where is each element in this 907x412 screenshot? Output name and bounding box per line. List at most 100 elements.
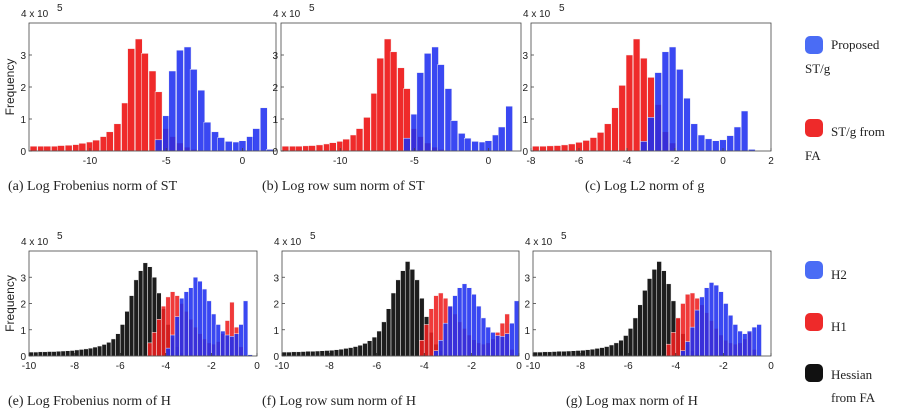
histogram-bar (480, 317, 487, 357)
x-tick-label: -2 (207, 361, 216, 372)
histogram-bar (680, 303, 686, 357)
histogram-bar (43, 145, 52, 152)
histogram-series (165, 277, 253, 357)
histogram-bar (281, 351, 287, 357)
histogram-bar (141, 53, 149, 152)
histogram-bar (733, 126, 742, 152)
x-tick-label: 0 (768, 361, 774, 372)
histogram-bar (29, 145, 38, 152)
histogram-bar (452, 295, 458, 357)
histogram-bar (42, 351, 48, 357)
histogram-bar (106, 342, 112, 357)
x-tick-label: -8 (70, 361, 79, 372)
histogram-bar (542, 351, 548, 357)
y-tick-label: 2 (273, 300, 279, 311)
histogram-bar (233, 333, 240, 357)
y-tick-label: 3 (273, 273, 279, 284)
histogram-series (154, 46, 274, 152)
histogram-bar (599, 347, 605, 357)
histogram-bar (119, 324, 126, 357)
x-tick-label: 2 (768, 156, 774, 167)
histogram-bar (471, 294, 477, 357)
histogram-bar (88, 347, 94, 357)
histogram-bar (395, 279, 401, 357)
histogram-bar (357, 344, 363, 357)
histogram-bar (495, 335, 501, 357)
histogram-bar (305, 351, 311, 357)
histogram-bar (589, 348, 596, 357)
histogram-bar (390, 292, 397, 357)
histogram-bar (704, 138, 713, 152)
histogram-bar (556, 351, 562, 357)
histogram-bar (537, 351, 543, 357)
histogram-bar (183, 291, 189, 357)
histogram-bar (138, 270, 144, 357)
histogram-bar (647, 117, 655, 152)
legend: H2 H1 Hessian from FA (805, 261, 876, 405)
histogram-bar (627, 328, 634, 357)
histogram-bar (708, 282, 715, 357)
legend-swatch (805, 36, 823, 54)
y-tick-label: 0 (272, 147, 278, 158)
histogram-bar (176, 49, 184, 152)
y-tick-label: 2 (272, 83, 278, 94)
y-tick-label: 1 (20, 115, 26, 126)
x-tick-label: -10 (333, 156, 348, 167)
histogram-bar (575, 350, 581, 357)
histogram-bar (363, 117, 371, 152)
x-tick-label: 0 (486, 156, 492, 167)
histogram-bar (751, 326, 757, 357)
histogram-bar (504, 333, 510, 357)
histogram-bar (447, 305, 453, 357)
y-exponent-label: 4 x 10 (523, 9, 551, 20)
histogram-bar (547, 351, 553, 357)
histogram-bar (689, 326, 696, 357)
histogram-bar (594, 348, 600, 357)
y-exponent-label: 4 x 10 (21, 237, 49, 248)
x-tick-label: -5 (162, 156, 171, 167)
histogram-bar (437, 64, 445, 152)
x-tick-label: -6 (116, 361, 125, 372)
histogram-bar (65, 350, 71, 357)
histogram-bar (490, 332, 496, 357)
y-axis-label: Frequency (3, 59, 17, 116)
legend-swatch (805, 364, 823, 382)
histogram-bar (389, 51, 398, 152)
histogram-bar (414, 279, 420, 357)
histogram-bar (632, 38, 641, 152)
histogram-bar (656, 261, 662, 357)
histogram-bar (568, 143, 576, 152)
histogram-bar (428, 308, 434, 357)
histogram-bar (596, 132, 605, 152)
x-tick-label: -8 (576, 361, 585, 372)
y-tick-label: 3 (524, 273, 530, 284)
histogram-bar (697, 134, 706, 152)
histogram-panel: 0 1 2 3 -10 -8 -6 -4 -2 0 4 x 10 5 Frequency (e) Log … (3, 231, 260, 409)
histogram-bar (127, 48, 135, 152)
y-exponent-label: 4 x 10 (21, 9, 49, 20)
histogram-bar (367, 340, 373, 357)
histogram-bar (220, 330, 226, 357)
histogram-bar (362, 343, 368, 357)
histogram-bar (668, 46, 677, 152)
y-exponent-label: 4 x 10 (274, 237, 302, 248)
histogram-bar (666, 343, 672, 357)
histogram-bar (409, 269, 415, 357)
panel-caption: (a) Log Frobenius norm of ST (8, 179, 178, 194)
histogram-bar (676, 69, 684, 152)
histogram-bar (160, 305, 167, 357)
histogram-bar (640, 141, 648, 152)
histogram-bar (343, 348, 349, 357)
y-tick-label: 2 (524, 300, 530, 311)
histogram-bar (450, 120, 458, 152)
histogram-bar (723, 303, 729, 357)
histogram-bar (419, 340, 425, 357)
histogram-bar (499, 336, 506, 357)
histogram-bar (224, 334, 230, 357)
histogram-bar (348, 347, 354, 357)
y-tick-label: 0 (20, 352, 26, 363)
histogram-bar (740, 110, 749, 152)
histogram-bar (229, 336, 235, 357)
histogram-bar (286, 351, 292, 357)
